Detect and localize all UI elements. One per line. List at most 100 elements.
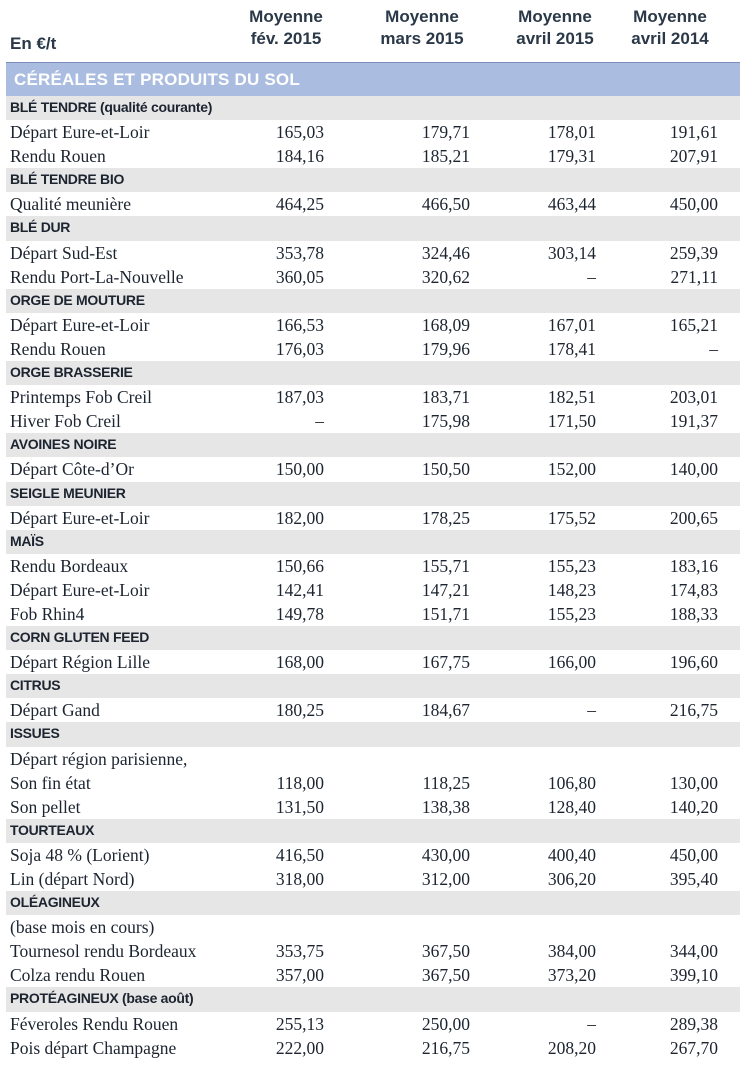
table-row: Départ Eure-et-Loir 166,53 168,09 167,01 165…: [6, 313, 740, 337]
category-label: ORGE BRASSERIE: [10, 364, 133, 381]
row-label: Son fin état: [10, 772, 91, 793]
table-row: Féveroles Rendu Rouen 255,13 250,00 – 289,38: [6, 1012, 740, 1036]
table-row: Rendu Rouen 176,03 179,96 178,41 –: [6, 337, 740, 361]
category-row: ISSUES: [6, 722, 740, 747]
column-header-line: Moyenne: [518, 7, 592, 26]
cell-value: 167,75: [421, 652, 470, 673]
row-label: Lin (départ Nord): [10, 869, 135, 889]
table-header: En €/t Moyenne fév. 2015 Moyenne mars 20…: [0, 0, 747, 62]
category-label: OLÉAGINEUX: [10, 894, 100, 911]
cell-value: 150,50: [421, 459, 470, 480]
cell-value: –: [587, 700, 596, 721]
cell-value: 142,41: [275, 579, 324, 600]
category-label: CITRUS: [10, 677, 61, 694]
cell-value: 118,25: [422, 772, 470, 793]
table-row: Départ Eure-et-Loir 142,41 147,21 148,23 174…: [6, 578, 740, 602]
row-label: Rendu Bordeaux: [10, 555, 129, 576]
cell-value: 166,00: [547, 652, 596, 673]
row-label: Qualité meunière: [10, 194, 131, 215]
cell-value: 416,50: [275, 844, 324, 865]
category-label: CORN GLUTEN FEED: [10, 629, 150, 646]
cell-value: 140,00: [669, 459, 718, 480]
column-header-line: Moyenne: [385, 7, 459, 26]
cell-value: 395,40: [669, 869, 718, 889]
row-label: Départ Eure-et-Loir: [10, 314, 150, 335]
cell-value: 183,16: [669, 555, 718, 576]
cell-value: 150,00: [275, 459, 324, 480]
cell-value: 216,75: [421, 1037, 470, 1058]
cell-value: 175,52: [547, 507, 596, 528]
table-row: Colza rendu Rouen 357,00 367,50 373,20 399,1…: [6, 963, 740, 987]
cell-value: 400,40: [547, 844, 596, 865]
column-header-line: avril 2015: [516, 29, 594, 48]
row-label: (base mois en cours): [10, 917, 155, 938]
category-row: ORGE BRASSERIE: [6, 361, 740, 386]
cell-value: –: [315, 411, 324, 432]
row-label: Départ Sud-Est: [10, 242, 118, 263]
table-row: Départ Gand 180,25 184,67 – 216,75: [6, 698, 740, 722]
cell-value: 171,50: [547, 411, 596, 432]
cell-value: 200,65: [669, 507, 718, 528]
section-banner: CÉRÉALES ET PRODUITS DU SOL: [6, 62, 740, 97]
cell-value: 450,00: [669, 844, 718, 865]
cell-value: 183,71: [421, 387, 470, 408]
cell-value: 182,00: [275, 507, 324, 528]
table-row: (base mois en cours): [6, 915, 740, 939]
row-label: Colza rendu Rouen: [10, 965, 146, 986]
cell-value: 149,78: [275, 603, 324, 624]
cell-value: 250,00: [421, 1013, 470, 1034]
cell-value: 138,38: [421, 796, 470, 817]
cell-value: 303,14: [547, 242, 596, 263]
table-row: Départ Côte-d’Or 150,00 150,50 152,00 140,00: [6, 457, 740, 481]
category-row: PROTÉAGINEUX (base août): [6, 987, 740, 1012]
cell-value: 255,13: [275, 1013, 324, 1034]
column-header-line: Moyenne: [249, 7, 323, 26]
cell-value: 180,25: [275, 700, 324, 721]
cell-value: 155,71: [421, 555, 470, 576]
cell-value: 373,20: [547, 965, 596, 986]
cell-value: 147,21: [421, 579, 470, 600]
cell-value: 178,41: [547, 338, 596, 359]
category-row: AVOINES NOIRE: [6, 433, 740, 458]
row-label: Fob Rhin4: [10, 603, 85, 624]
category-label: PROTÉAGINEUX (base août): [10, 990, 194, 1007]
table-row: Pois départ Champagne 222,00 216,75 208,20 2…: [6, 1036, 740, 1060]
cell-value: 151,71: [421, 603, 470, 624]
cell-value: 168,09: [421, 314, 470, 335]
category-label: ISSUES: [10, 725, 60, 742]
table-row: Fob Rhin4 149,78 151,71 155,23 188,33: [6, 602, 740, 626]
cell-value: 312,00: [421, 869, 470, 889]
cell-value: 106,80: [547, 772, 596, 793]
cell-value: 196,60: [669, 652, 718, 673]
cell-value: 179,96: [421, 338, 470, 359]
table-row: Printemps Fob Creil 187,03 183,71 182,51 203…: [6, 385, 740, 409]
cell-value: 187,03: [275, 387, 324, 408]
cell-value: 360,05: [275, 266, 324, 287]
category-row: TOURTEAUX: [6, 818, 740, 843]
cell-value: 188,33: [669, 603, 718, 624]
cell-value: 178,01: [547, 122, 596, 143]
row-label: Féveroles Rendu Rouen: [10, 1013, 179, 1034]
table-row: Départ région parisienne,: [6, 747, 740, 771]
cell-value: 399,10: [669, 965, 718, 986]
cell-value: 222,00: [275, 1037, 324, 1058]
category-label: ORGE DE MOUTURE: [10, 291, 145, 308]
row-label: Départ région parisienne,: [10, 748, 188, 769]
category-label: BLÉ TENDRE BIO: [10, 171, 125, 188]
cell-value: 353,75: [275, 941, 324, 962]
category-row: BLÉ TENDRE (qualité courante): [6, 96, 740, 121]
cell-value: 118,00: [276, 772, 324, 793]
category-label: BLÉ DUR: [10, 219, 71, 236]
table-row: Qualité meunière 464,25 466,50 463,44 450,00: [6, 192, 740, 216]
cell-value: 384,00: [547, 941, 596, 962]
cell-value: 165,03: [275, 122, 324, 143]
column-header-feb-2015: Moyenne fév. 2015: [226, 6, 346, 50]
category-label: MAÏS: [10, 532, 44, 549]
category-label: TOURTEAUX: [10, 821, 95, 838]
category-label: AVOINES NOIRE: [10, 436, 117, 453]
cell-value: 155,23: [547, 555, 596, 576]
table-row: Son fin état 118,00 118,25 106,80 130,00: [6, 771, 740, 795]
cell-value: 430,00: [421, 844, 470, 865]
table-row: Départ Eure-et-Loir 182,00 178,25 175,52 200…: [6, 506, 740, 530]
